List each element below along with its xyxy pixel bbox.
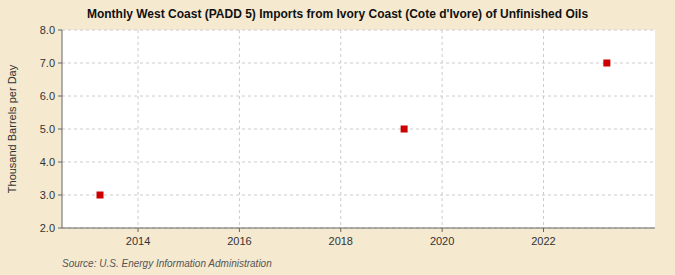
tick-label: 2022 bbox=[531, 235, 555, 247]
grid-line bbox=[62, 30, 655, 31]
grid-line bbox=[442, 30, 443, 228]
tick-label: 2016 bbox=[227, 235, 251, 247]
tick-label: 2.0 bbox=[40, 222, 55, 234]
grid-line bbox=[543, 30, 544, 228]
tick bbox=[442, 228, 443, 232]
grid-line bbox=[138, 30, 139, 228]
source: Source: U.S. Energy Information Administ… bbox=[62, 258, 272, 269]
tick-label: 2014 bbox=[126, 235, 150, 247]
tick-label: 5.0 bbox=[40, 123, 55, 135]
tick-label: 7.0 bbox=[40, 57, 55, 69]
tick bbox=[543, 228, 544, 232]
tick-label: 2018 bbox=[329, 235, 353, 247]
tick-label: 2020 bbox=[430, 235, 454, 247]
y-axis-line bbox=[62, 30, 63, 228]
tick-label: 8.0 bbox=[40, 24, 55, 36]
tick-label: 3.0 bbox=[40, 189, 55, 201]
point bbox=[603, 60, 610, 67]
title: Monthly West Coast (PADD 5) Imports from… bbox=[87, 7, 588, 21]
grid-line bbox=[62, 129, 655, 130]
tick bbox=[138, 228, 139, 232]
y-axis-label: Thousand Barrels per Day bbox=[6, 64, 18, 193]
grid-line bbox=[62, 96, 655, 97]
chart: 2.0 3.0 4.0 5.0 6.0 7.0 8.0 2014 2016 2018 2020 202… bbox=[0, 0, 675, 275]
grid-line bbox=[239, 30, 240, 228]
x-axis-line bbox=[62, 228, 655, 229]
grid-line bbox=[62, 228, 655, 229]
tick bbox=[58, 162, 62, 163]
points bbox=[97, 60, 611, 199]
tick bbox=[58, 228, 62, 229]
tick-label: 4.0 bbox=[40, 156, 55, 168]
tick bbox=[58, 129, 62, 130]
grid-line bbox=[340, 30, 341, 228]
tick bbox=[58, 63, 62, 64]
grid-line bbox=[62, 63, 655, 64]
tick bbox=[58, 195, 62, 196]
tick-label: 6.0 bbox=[40, 90, 55, 102]
grid-line bbox=[62, 195, 655, 196]
tick bbox=[239, 228, 240, 232]
tick bbox=[58, 96, 62, 97]
plot-area bbox=[62, 30, 655, 228]
grid-line bbox=[62, 162, 655, 163]
tick bbox=[58, 30, 62, 31]
point bbox=[97, 192, 104, 199]
tick bbox=[340, 228, 341, 232]
point bbox=[401, 126, 408, 133]
